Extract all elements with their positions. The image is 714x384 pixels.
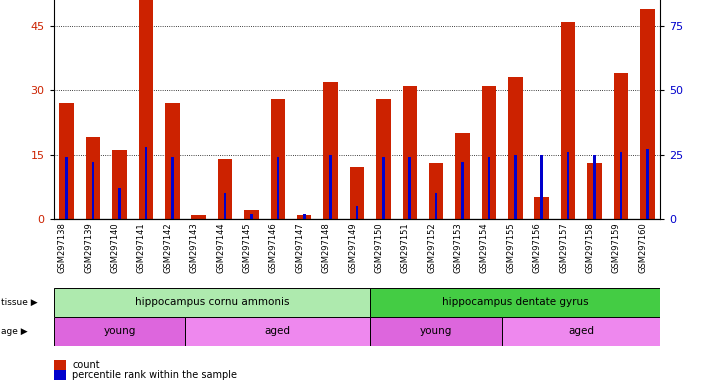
Text: GSM297150: GSM297150 (374, 222, 383, 273)
Text: GSM297147: GSM297147 (295, 222, 304, 273)
Text: GSM297143: GSM297143 (190, 222, 198, 273)
Bar (382, 157, 385, 219)
Bar (86, 137, 101, 219)
Text: GSM297151: GSM297151 (401, 222, 410, 273)
Text: GSM297152: GSM297152 (427, 222, 436, 273)
Bar (587, 163, 602, 219)
Bar (376, 99, 391, 219)
Text: young: young (104, 326, 136, 336)
Text: GSM297157: GSM297157 (559, 222, 568, 273)
Bar (171, 157, 174, 219)
Text: GSM297145: GSM297145 (243, 222, 251, 273)
Text: GSM297141: GSM297141 (137, 222, 146, 273)
Bar (329, 155, 332, 219)
Text: hippocampus dentate gyrus: hippocampus dentate gyrus (442, 297, 588, 308)
Text: GSM297142: GSM297142 (164, 222, 172, 273)
Text: GSM297148: GSM297148 (321, 222, 331, 273)
Text: GSM297153: GSM297153 (453, 222, 463, 273)
Text: young: young (420, 326, 453, 336)
Bar (276, 157, 279, 219)
Bar (250, 214, 253, 219)
Bar (139, 0, 154, 219)
Text: GSM297138: GSM297138 (58, 222, 66, 273)
Bar (429, 163, 443, 219)
Text: GSM297154: GSM297154 (480, 222, 489, 273)
Bar (461, 162, 464, 219)
Text: GSM297156: GSM297156 (533, 222, 542, 273)
Bar (370, 288, 660, 317)
Text: GSM297149: GSM297149 (348, 222, 357, 273)
Bar (640, 9, 655, 219)
Bar (403, 86, 417, 219)
Bar (620, 152, 622, 219)
Bar (535, 197, 549, 219)
Bar (435, 193, 438, 219)
Bar (218, 159, 232, 219)
Text: GSM297158: GSM297158 (585, 222, 595, 273)
Bar (186, 317, 370, 346)
Bar (191, 215, 206, 219)
Text: tissue ▶: tissue ▶ (1, 298, 37, 307)
Bar (244, 210, 258, 219)
Bar (66, 157, 68, 219)
Bar (408, 157, 411, 219)
Text: GSM297159: GSM297159 (612, 222, 621, 273)
Bar (145, 147, 147, 219)
Text: aged: aged (568, 326, 594, 336)
Text: GSM297160: GSM297160 (638, 222, 648, 273)
Text: aged: aged (265, 326, 291, 336)
Bar (92, 162, 94, 219)
Bar (488, 157, 491, 219)
Text: GSM297146: GSM297146 (269, 222, 278, 273)
Bar (271, 99, 285, 219)
Bar (303, 214, 306, 219)
Bar (456, 133, 470, 219)
Bar (567, 152, 569, 219)
Bar (54, 288, 370, 317)
Bar (356, 206, 358, 219)
Text: count: count (72, 360, 100, 371)
Bar (54, 317, 186, 346)
Text: GSM297140: GSM297140 (111, 222, 119, 273)
Bar (297, 215, 311, 219)
Bar (514, 155, 517, 219)
Bar (508, 78, 523, 219)
Bar (482, 86, 496, 219)
Bar (112, 150, 127, 219)
Text: age ▶: age ▶ (1, 327, 27, 336)
Text: GSM297139: GSM297139 (84, 222, 93, 273)
Text: GSM297144: GSM297144 (216, 222, 225, 273)
Bar (502, 317, 660, 346)
Bar (350, 167, 364, 219)
Text: percentile rank within the sample: percentile rank within the sample (72, 370, 237, 380)
Bar (593, 155, 595, 219)
Bar (223, 193, 226, 219)
Bar (646, 149, 648, 219)
Text: GSM297155: GSM297155 (506, 222, 516, 273)
Text: hippocampus cornu ammonis: hippocampus cornu ammonis (135, 297, 289, 308)
Bar (540, 155, 543, 219)
Bar (59, 103, 74, 219)
Bar (323, 82, 338, 219)
Bar (370, 317, 502, 346)
Bar (613, 73, 628, 219)
Bar (165, 103, 179, 219)
Bar (119, 188, 121, 219)
Bar (560, 22, 575, 219)
